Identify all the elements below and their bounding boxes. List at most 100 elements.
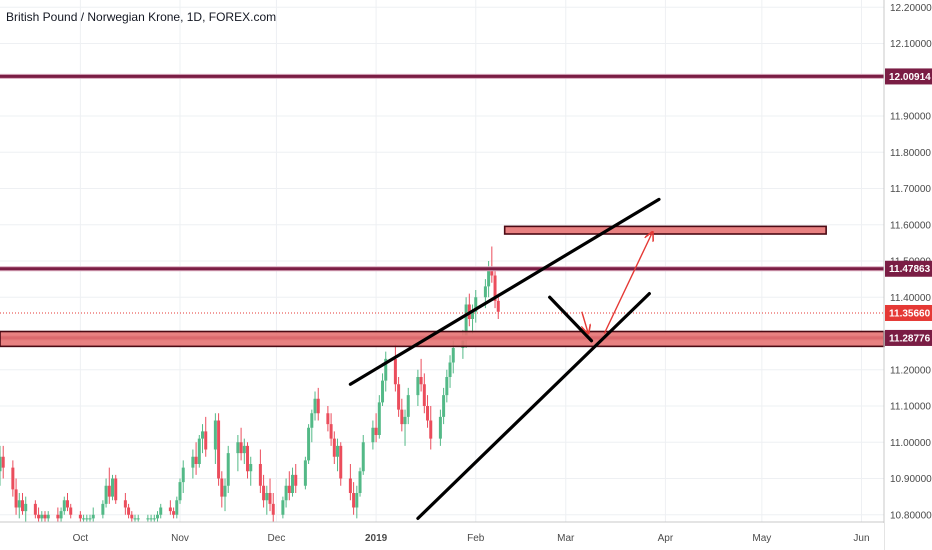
candle-body	[37, 515, 40, 519]
candle-body	[220, 479, 223, 497]
y-tick-label: 10.90000	[890, 474, 932, 485]
candle-body	[269, 493, 272, 504]
zone-rectangle[interactable]	[0, 332, 884, 347]
candle-body	[429, 421, 432, 439]
candle-body	[336, 446, 339, 457]
candle-body	[47, 515, 50, 519]
y-tick-label: 11.90000	[890, 112, 931, 123]
y-tick-label: 11.10000	[890, 402, 931, 413]
candle-body	[15, 489, 18, 507]
candle-body	[66, 500, 69, 507]
candle-body	[79, 515, 82, 519]
candle-body	[21, 500, 24, 511]
candle-body	[416, 377, 419, 395]
price-badge-label: 12.00914	[889, 72, 931, 83]
candle-body	[339, 446, 342, 479]
candle-body	[281, 500, 284, 515]
candle-body	[224, 486, 227, 497]
candle-body	[34, 504, 37, 515]
price-badge-label: 11.47863	[889, 264, 931, 275]
y-tick-label: 12.20000	[890, 3, 932, 14]
candle-body	[291, 475, 294, 493]
candle-body	[195, 457, 198, 464]
candle-body	[355, 493, 358, 508]
zone-rectangle[interactable]	[505, 226, 826, 234]
candle-body	[217, 421, 220, 479]
candle-body	[108, 486, 111, 497]
candle-body	[484, 286, 487, 297]
candle-body	[359, 471, 362, 493]
candle-body	[63, 500, 66, 511]
candle-body	[330, 424, 333, 439]
candle-body	[371, 428, 374, 443]
candle-body	[285, 486, 288, 501]
candle-body	[214, 421, 217, 450]
x-tick-label: Jun	[853, 533, 869, 544]
candle-body	[249, 464, 252, 471]
candle-body	[381, 381, 384, 403]
candle-body	[111, 479, 114, 497]
candle-body	[172, 511, 175, 515]
candle-body	[445, 377, 448, 395]
candle-body	[272, 504, 275, 515]
candle-body	[317, 399, 320, 414]
candle-body	[394, 359, 397, 384]
candle-body	[201, 431, 204, 438]
candle-body	[137, 518, 140, 519]
candle-body	[449, 363, 452, 378]
candle-body	[11, 468, 14, 490]
candle-body	[0, 457, 2, 472]
x-tick-label: 2019	[365, 533, 388, 544]
candle-body	[56, 515, 59, 519]
candle-body	[179, 482, 182, 500]
candle-body	[191, 457, 194, 468]
candle-body	[130, 515, 133, 519]
candle-body	[262, 486, 265, 501]
candle-body	[349, 479, 352, 494]
candle-body	[2, 457, 5, 468]
candle-body	[259, 464, 262, 486]
candle-body	[127, 508, 130, 515]
candle-body	[404, 417, 407, 424]
candle-body	[82, 518, 85, 519]
y-tick-label: 11.00000	[890, 438, 931, 449]
candle-body	[420, 377, 423, 384]
candle-body	[40, 515, 43, 519]
candle-body	[426, 406, 429, 421]
candle-body	[294, 475, 297, 486]
candle-body	[204, 431, 207, 449]
price-badge-label: 11.28776	[889, 333, 931, 344]
candle-body	[407, 395, 410, 417]
y-tick-label: 12.10000	[890, 39, 932, 50]
candle-body	[101, 504, 104, 515]
candle-body	[452, 348, 455, 363]
candle-body	[362, 442, 365, 471]
candle-body	[153, 518, 156, 519]
candle-body	[134, 518, 137, 519]
candle-body	[150, 518, 153, 519]
candle-body	[310, 413, 313, 428]
candle-body	[85, 518, 88, 519]
x-tick-label: Mar	[557, 533, 575, 544]
candle-body	[175, 500, 178, 515]
candle-body	[400, 410, 403, 425]
candle-body	[92, 515, 95, 519]
y-tick-label: 11.80000	[890, 148, 931, 159]
candle-body	[243, 446, 246, 453]
candle-body	[156, 515, 159, 519]
candle-body	[333, 439, 336, 457]
time-axis[interactable]	[0, 523, 884, 550]
candle-body	[240, 442, 243, 453]
candle-body	[198, 439, 201, 464]
candle-body	[146, 518, 149, 519]
y-tick-label: 11.20000	[890, 365, 931, 376]
y-tick-label: 11.60000	[890, 220, 931, 231]
candle-body	[326, 413, 329, 424]
candle-body	[439, 417, 442, 439]
candle-body	[304, 460, 307, 485]
x-tick-label: Feb	[467, 533, 485, 544]
y-tick-label: 11.70000	[890, 184, 931, 195]
x-tick-label: May	[752, 533, 771, 544]
y-tick-label: 10.80000	[890, 510, 932, 521]
